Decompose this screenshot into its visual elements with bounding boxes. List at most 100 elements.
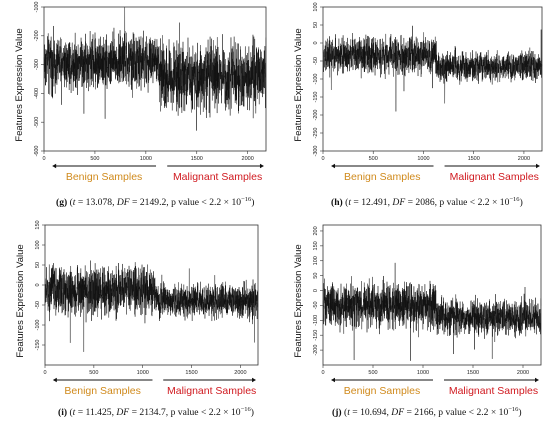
x-tick-label: 1000 bbox=[140, 156, 152, 162]
p-exponent: −16 bbox=[508, 406, 519, 413]
y-tick-label: 50 bbox=[313, 273, 319, 279]
p-value-text: p value < 2.2 × 10 bbox=[438, 407, 509, 419]
y-axis-label: Features Expression Value bbox=[293, 28, 304, 141]
chart-svg-g: 0 500 1000 1500 2000 -100 -200 -300 -400 -500 -600… bbox=[14, 1, 267, 183]
df-value: 2166 bbox=[414, 407, 434, 419]
y-tick-label: -150 bbox=[313, 91, 319, 102]
y-tick-label: 50 bbox=[35, 262, 41, 268]
malignant-samples-label: Malignant Samples bbox=[173, 171, 262, 183]
y-tick-label: 150 bbox=[35, 220, 41, 229]
x-tick-label: 1500 bbox=[191, 156, 203, 162]
t-value: 13.078 bbox=[85, 197, 113, 209]
y-axis-label: Features Expression Value bbox=[293, 244, 304, 357]
y-tick-label: -50 bbox=[313, 301, 319, 309]
benign-arrowhead bbox=[331, 377, 335, 383]
benign-samples-label: Benign Samples bbox=[344, 385, 420, 397]
benign-samples-label: Benign Samples bbox=[66, 171, 142, 183]
p-value-text: p value < 2.2 × 10 bbox=[439, 197, 510, 209]
benign-arrowhead bbox=[331, 163, 336, 169]
caption-h: (h) (t = 12.491, DF = 2086, p value < 2.… bbox=[331, 196, 523, 209]
y-tick-label: -250 bbox=[313, 127, 319, 138]
y-tick-label: -300 bbox=[313, 145, 319, 156]
malignant-arrowhead bbox=[535, 163, 540, 169]
malignant-samples-label: Malignant Samples bbox=[450, 171, 539, 183]
caption-label: (g) bbox=[56, 197, 68, 209]
x-tick-label: 1500 bbox=[185, 370, 197, 376]
y-tick-label: -50 bbox=[313, 57, 319, 65]
df-value: 2134.7 bbox=[139, 407, 166, 419]
benign-samples-label: Benign Samples bbox=[344, 171, 420, 183]
series-line bbox=[322, 25, 543, 112]
y-tick-label: -500 bbox=[34, 117, 40, 128]
y-tick-label: 0 bbox=[313, 289, 319, 292]
caption-j: (j) (t = 10.694, DF = 2166, p value < 2.… bbox=[332, 406, 522, 419]
p-value-text: p value < 2.2 × 10 bbox=[171, 197, 242, 209]
y-tick-label: 0 bbox=[35, 283, 41, 286]
chart-panel-i: 0 500 1000 1500 2000 150 100 50 0 -50 -100 -150 Feat… bbox=[0, 211, 275, 422]
y-tick-label: -100 bbox=[34, 1, 40, 12]
t-value: 11.425 bbox=[85, 407, 112, 419]
y-tick-label: -50 bbox=[35, 301, 41, 309]
series-line bbox=[43, 6, 267, 131]
x-tick-label: 1000 bbox=[417, 156, 429, 162]
y-tick-label: -100 bbox=[313, 73, 319, 84]
y-tick-label: -100 bbox=[35, 319, 41, 330]
x-tick-label: 1500 bbox=[468, 156, 480, 162]
t-value: 12.491 bbox=[361, 197, 388, 209]
chart-panel-j: 0 500 1000 1500 2000 200 150 100 50 0 -50 -100 -150-… bbox=[275, 211, 550, 422]
y-tick-label: -150 bbox=[35, 339, 41, 350]
x-tick-label: 500 bbox=[89, 370, 98, 376]
caption-label: (j) bbox=[332, 407, 342, 419]
plot-frame bbox=[43, 6, 267, 152]
caption-label: (h) bbox=[331, 197, 343, 209]
p-exponent: −16 bbox=[509, 196, 520, 203]
caption-g: (g) (t = 13.078, DF = 2149.2, p value < … bbox=[56, 196, 255, 209]
y-tick-label: 100 bbox=[313, 256, 319, 265]
x-tick-label: 2000 bbox=[517, 370, 529, 376]
x-tick-label: 1500 bbox=[467, 370, 479, 376]
x-tick-label: 2000 bbox=[242, 156, 254, 162]
y-tick-label: -100 bbox=[313, 315, 319, 326]
df-value: 2149.2 bbox=[139, 197, 167, 209]
chart-panel-g: 0 500 1000 1500 2000 -100 -200 -300 -400 -500 -600… bbox=[0, 0, 275, 211]
x-tick-label: 1000 bbox=[137, 370, 149, 376]
y-tick-label: 100 bbox=[35, 240, 41, 249]
x-tick-label: 0 bbox=[321, 156, 324, 162]
malignant-arrowhead bbox=[252, 377, 257, 383]
caption-label: (i) bbox=[58, 407, 68, 419]
benign-arrowhead bbox=[52, 163, 57, 169]
x-tick-label: 500 bbox=[368, 370, 377, 376]
x-tick-label: 0 bbox=[321, 370, 324, 376]
y-tick-label: 200 bbox=[313, 226, 319, 235]
chart-svg-i: 0 500 1000 1500 2000150100500-50-100-150Feat… bbox=[15, 220, 259, 397]
x-tick-label: 500 bbox=[90, 156, 99, 162]
y-tick-label: -200 bbox=[34, 30, 40, 41]
chart-svg-h: 0 500 1000 1500 2000100500-50-100-150-200-25… bbox=[293, 2, 543, 183]
y-tick-label: 50 bbox=[313, 22, 319, 28]
benign-arrowhead bbox=[52, 377, 57, 383]
chart-panel-h: 0 500 1000 1500 2000 100 50 0 -50 -100 -150 -200 -25… bbox=[275, 0, 550, 211]
y-tick-label: -150 bbox=[313, 330, 319, 341]
x-tick-label: 1000 bbox=[417, 370, 429, 376]
malignant-samples-label: Malignant Samples bbox=[167, 385, 256, 397]
y-tick-label: -600 bbox=[34, 145, 40, 156]
x-tick-label: 500 bbox=[369, 156, 378, 162]
y-tick-label: -200 bbox=[313, 345, 319, 356]
p-exponent: −16 bbox=[241, 196, 252, 203]
x-tick-label: 0 bbox=[42, 156, 45, 162]
t-value: 10.694 bbox=[360, 407, 387, 419]
benign-samples-label: Benign Samples bbox=[64, 385, 140, 397]
caption-i: (i) (t = 11.425, DF = 2134.7, p value < … bbox=[58, 406, 254, 419]
y-tick-label: 100 bbox=[313, 2, 319, 11]
plot-frame bbox=[44, 224, 259, 366]
y-axis-label: Features Expression Value bbox=[14, 28, 25, 141]
p-exponent: −16 bbox=[240, 406, 251, 413]
y-tick-label: -300 bbox=[34, 59, 40, 70]
x-tick-label: 0 bbox=[43, 370, 46, 376]
malignant-arrowhead bbox=[259, 163, 264, 169]
malignant-arrowhead bbox=[535, 377, 539, 383]
y-axis-label: Features Expression Value bbox=[15, 244, 26, 357]
y-tick-label: -400 bbox=[34, 88, 40, 99]
malignant-samples-label: Malignant Samples bbox=[449, 385, 538, 397]
plot-frame bbox=[322, 224, 542, 366]
